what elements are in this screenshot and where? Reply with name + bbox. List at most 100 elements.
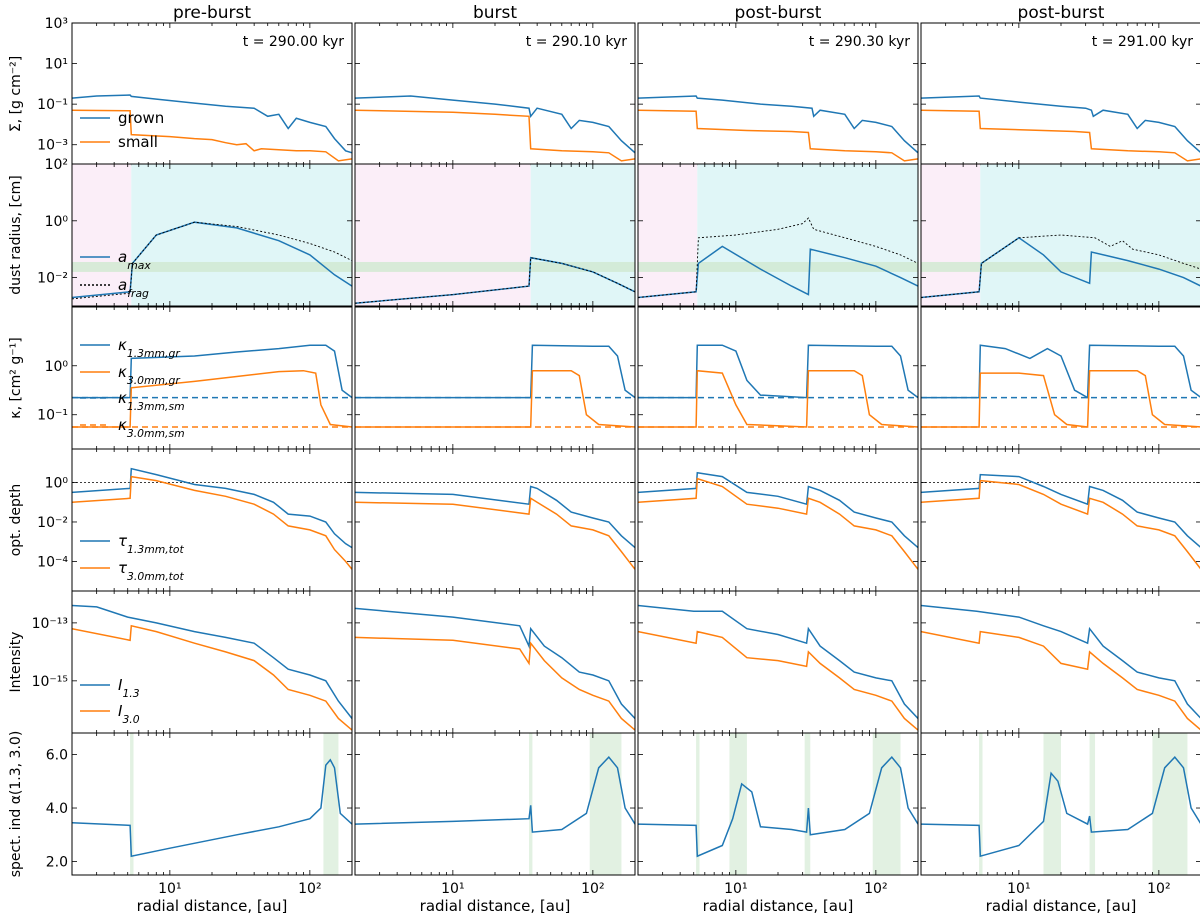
series-tau13: [921, 473, 1200, 548]
alpha-band: [589, 733, 622, 875]
series-tau30: [638, 477, 918, 570]
series-k30-grown: [638, 369, 918, 428]
series-int13: [921, 604, 1200, 719]
region-cyan: [530, 164, 635, 306]
series-int13: [355, 607, 635, 720]
panel-r5-c2: [638, 733, 918, 875]
series-a-max: [921, 236, 1200, 299]
y-tick-label: 10⁻¹³: [32, 616, 68, 632]
size-band: [638, 261, 918, 272]
y-axis-label: spect. ind α(1.3, 3.0): [8, 731, 24, 878]
region-pink: [355, 164, 531, 306]
region-pink: [921, 164, 981, 306]
panel-r2-c0: [72, 344, 352, 428]
x-tick-label: 10²: [298, 881, 321, 897]
column-title: burst: [473, 3, 517, 23]
series-sigma-small: [921, 109, 1200, 162]
column-title: post-burst: [735, 3, 822, 23]
y-tick-label: 4.0: [46, 801, 68, 817]
panel-frame: [71, 732, 353, 876]
region-pink: [638, 164, 698, 306]
series-k13-grown: [638, 344, 918, 399]
legend-tau13-label: τ1.3mm,tot: [118, 532, 185, 556]
series-sigma-grown: [638, 95, 918, 154]
panel-r4-c3: [921, 604, 1200, 731]
y-tick-label: 10⁻²: [37, 515, 68, 531]
panel-r1-c0: [72, 164, 352, 306]
series-sigma-small: [638, 109, 918, 162]
time-label: t = 291.00 kyr: [1092, 34, 1193, 50]
size-band: [921, 261, 1200, 272]
alpha-band: [1043, 733, 1061, 875]
y-axis-label: dust radius, [cm]: [8, 175, 24, 294]
panel-r4-c2: [638, 604, 918, 731]
y-axis-label: Σ, [g cm⁻²]: [8, 56, 24, 132]
panel-r1-c2: [638, 164, 918, 306]
x-tick-label: 10¹: [158, 881, 181, 897]
panel-r5-c3: [921, 733, 1200, 875]
column-title: pre-burst: [173, 3, 251, 23]
legend-amax-label: amax: [118, 248, 151, 272]
series-int13: [72, 604, 352, 719]
legend-int30-label: I3.0: [118, 702, 140, 726]
time-label: t = 290.10 kyr: [526, 34, 627, 50]
x-tick-label: 10¹: [1007, 881, 1030, 897]
series-tau13: [355, 485, 635, 549]
y-tick-label: 10⁻¹: [37, 97, 68, 113]
series-alpha: [638, 755, 918, 858]
alpha-band: [804, 733, 811, 875]
panel-r1-c3: [921, 164, 1200, 306]
alpha-band: [529, 733, 533, 875]
panel-r3-c1: [355, 482, 635, 570]
panel-r1-c1: [355, 164, 635, 306]
series-alpha: [355, 755, 635, 833]
time-label: t = 290.30 kyr: [809, 34, 910, 50]
region-cyan: [980, 164, 1200, 306]
y-axis-label: κ, [cm² g⁻¹]: [8, 337, 24, 418]
legend-tau30-label: τ3.0mm,tot: [118, 559, 185, 583]
x-tick-label: 10²: [1147, 881, 1170, 897]
y-tick-label: 2.0: [46, 855, 68, 871]
series-tau13: [72, 467, 352, 549]
legend-k13gr-label: κ1.3mm,gr: [118, 336, 180, 360]
panel-r0-c1: [355, 95, 635, 162]
x-tick-label: 10²: [864, 881, 887, 897]
series-k13-grown: [355, 344, 635, 399]
series-k30-grown: [72, 369, 352, 428]
legend-int13-label: I1.3: [118, 676, 140, 700]
panel-r4-c1: [355, 607, 635, 731]
y-tick-label: 10¹: [45, 57, 68, 73]
legend-k30gr-label: κ3.0mm,gr: [118, 363, 180, 387]
series-int30: [72, 624, 352, 731]
series-alpha: [921, 755, 1200, 858]
size-band: [355, 261, 635, 272]
y-tick-label: 10⁰: [45, 214, 69, 230]
series-int30: [638, 630, 918, 731]
panel-frame: [71, 448, 353, 592]
panel-frame: [354, 448, 636, 592]
series-int13: [638, 604, 918, 720]
series-k30-grown: [355, 369, 635, 428]
panel-frame: [637, 590, 919, 734]
panel-r5-c0: [72, 733, 352, 875]
panel-r3-c0: [72, 467, 352, 570]
panel-r2-c1: [355, 344, 635, 428]
alpha-band: [1089, 733, 1096, 875]
series-tau30: [72, 475, 352, 570]
y-tick-label: 10⁰: [45, 359, 69, 375]
size-band: [72, 261, 352, 272]
legend-afrag-label: afrag: [118, 276, 149, 300]
panel-r4-c0: [72, 604, 352, 731]
series-sigma-grown: [355, 95, 635, 154]
series-sigma-small: [355, 109, 635, 162]
y-tick-label: 6.0: [46, 747, 68, 763]
legend-k30sm-label: κ3.0mm,sm: [118, 416, 185, 440]
alpha-band: [323, 733, 339, 875]
legend-grown-label: grown: [118, 109, 164, 127]
panel-r2-c2: [638, 344, 918, 428]
x-axis-label: radial distance, [au]: [986, 897, 1137, 915]
legend-small-label: small: [118, 133, 158, 151]
series-tau13: [638, 471, 918, 549]
panel-frame: [637, 448, 919, 592]
alpha-band: [696, 733, 700, 875]
